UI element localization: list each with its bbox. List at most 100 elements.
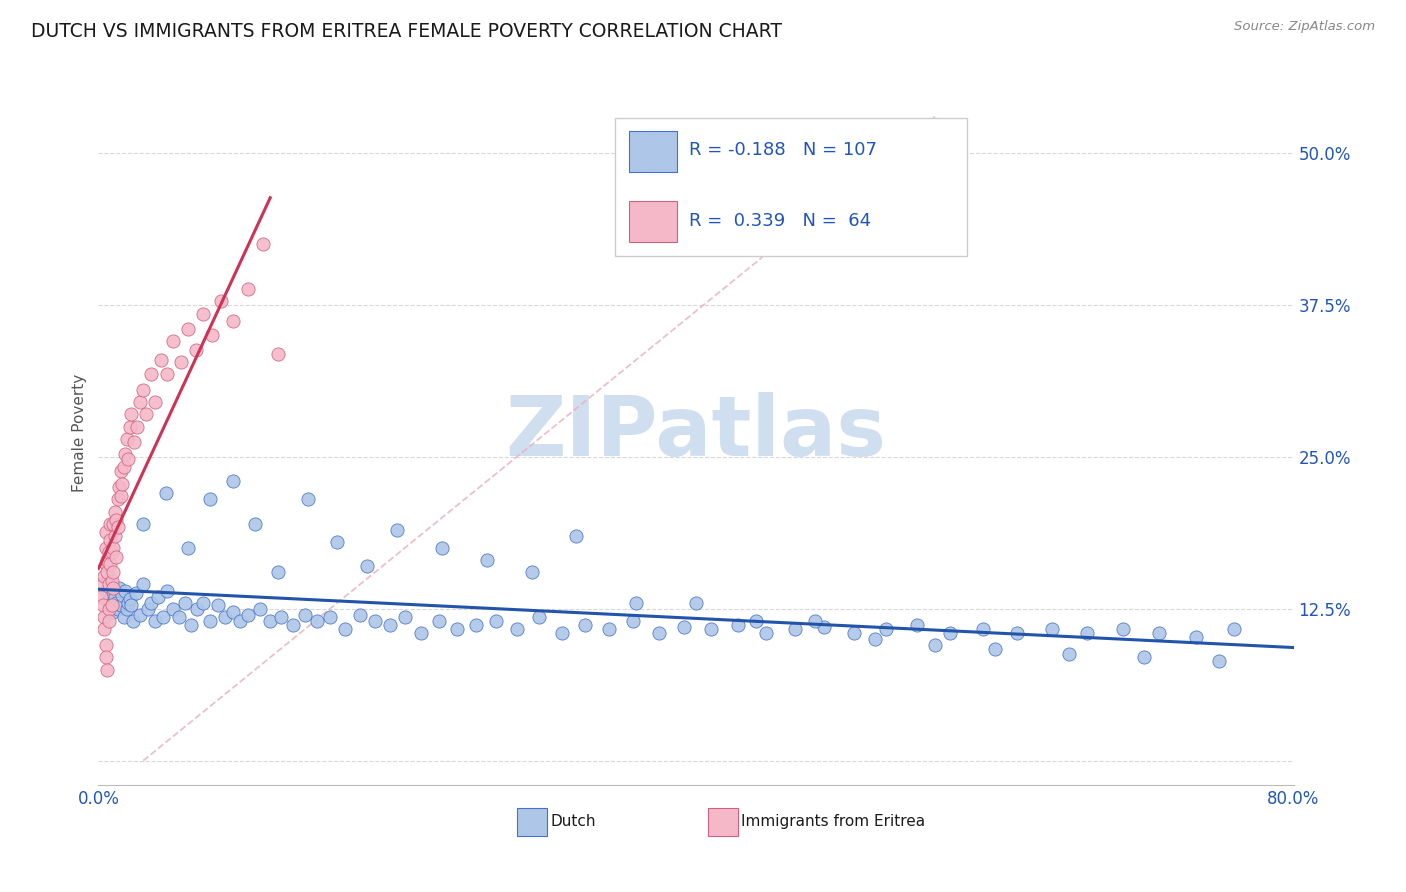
Text: DUTCH VS IMMIGRANTS FROM ERITREA FEMALE POVERTY CORRELATION CHART: DUTCH VS IMMIGRANTS FROM ERITREA FEMALE … bbox=[31, 22, 782, 41]
Point bbox=[103, 581, 125, 595]
Point bbox=[132, 577, 155, 591]
Point bbox=[94, 638, 117, 652]
Point bbox=[97, 544, 120, 558]
Point bbox=[101, 574, 124, 588]
Point bbox=[270, 610, 292, 624]
Point bbox=[117, 452, 139, 467]
Point bbox=[152, 610, 174, 624]
Point bbox=[104, 505, 127, 519]
Point bbox=[222, 314, 245, 328]
Point bbox=[93, 569, 115, 583]
Point bbox=[267, 566, 290, 580]
Point bbox=[139, 368, 162, 382]
Point bbox=[565, 529, 588, 543]
Point bbox=[94, 541, 117, 555]
Point bbox=[155, 486, 177, 500]
Point bbox=[103, 541, 125, 555]
Point bbox=[112, 610, 135, 624]
Point bbox=[97, 577, 120, 591]
Point bbox=[394, 610, 416, 624]
Point bbox=[875, 623, 897, 637]
Point bbox=[844, 626, 866, 640]
Point bbox=[96, 553, 118, 567]
Point bbox=[103, 606, 125, 620]
Point bbox=[94, 525, 117, 540]
Point bbox=[174, 596, 197, 610]
Y-axis label: Female Poverty: Female Poverty bbox=[72, 374, 87, 491]
Point bbox=[214, 610, 236, 624]
Point bbox=[905, 617, 928, 632]
Point bbox=[446, 623, 468, 637]
Point bbox=[111, 589, 134, 603]
Point bbox=[924, 638, 946, 652]
Point bbox=[236, 607, 259, 622]
Point bbox=[139, 596, 162, 610]
Point bbox=[984, 641, 1007, 656]
Point bbox=[236, 282, 259, 296]
Point bbox=[427, 614, 450, 628]
Point bbox=[132, 383, 155, 397]
Point bbox=[98, 598, 122, 612]
Point bbox=[110, 465, 132, 479]
Point bbox=[162, 334, 184, 349]
Point bbox=[319, 610, 342, 624]
Point bbox=[101, 544, 124, 558]
Point bbox=[745, 614, 768, 628]
Point bbox=[156, 368, 179, 382]
Point bbox=[98, 557, 122, 571]
Point bbox=[156, 583, 179, 598]
Point bbox=[209, 294, 232, 309]
Point bbox=[118, 419, 141, 434]
Point bbox=[1005, 626, 1028, 640]
Point bbox=[104, 529, 127, 543]
Point bbox=[115, 601, 138, 615]
Point bbox=[112, 459, 135, 474]
Point bbox=[97, 593, 120, 607]
Point bbox=[1076, 626, 1098, 640]
Point bbox=[120, 408, 142, 422]
Text: Dutch: Dutch bbox=[550, 814, 596, 829]
Point bbox=[333, 623, 356, 637]
Point bbox=[169, 355, 191, 369]
Point bbox=[177, 322, 200, 336]
Point bbox=[97, 614, 120, 628]
Point bbox=[108, 581, 131, 595]
Point bbox=[527, 610, 550, 624]
Point bbox=[294, 607, 316, 622]
Point bbox=[118, 592, 141, 607]
Point bbox=[125, 586, 148, 600]
Point bbox=[143, 614, 166, 628]
Point bbox=[1208, 654, 1230, 668]
Point bbox=[249, 601, 271, 615]
Point bbox=[105, 513, 128, 527]
Point bbox=[167, 610, 190, 624]
Point bbox=[485, 614, 508, 628]
Point bbox=[127, 419, 149, 434]
Point bbox=[98, 516, 122, 531]
Point bbox=[91, 598, 114, 612]
Point bbox=[91, 577, 114, 591]
Point bbox=[1147, 626, 1170, 640]
Point bbox=[574, 617, 596, 632]
Text: ZIPatlas: ZIPatlas bbox=[506, 392, 886, 473]
Point bbox=[813, 620, 835, 634]
Point bbox=[124, 435, 146, 450]
Point bbox=[1059, 647, 1081, 661]
Point bbox=[252, 237, 274, 252]
Point bbox=[136, 601, 159, 615]
Point bbox=[94, 650, 117, 665]
Point bbox=[191, 307, 214, 321]
Point bbox=[94, 583, 117, 598]
Point bbox=[114, 583, 136, 598]
Point bbox=[349, 607, 371, 622]
Point bbox=[101, 577, 124, 591]
Point bbox=[93, 610, 115, 624]
Point bbox=[180, 617, 202, 632]
Point bbox=[267, 346, 290, 360]
Text: R =  0.339   N =  64: R = 0.339 N = 64 bbox=[689, 211, 870, 229]
FancyBboxPatch shape bbox=[614, 118, 967, 257]
Point bbox=[103, 566, 125, 580]
Point bbox=[626, 596, 648, 610]
Point bbox=[148, 590, 170, 604]
Point bbox=[783, 623, 806, 637]
